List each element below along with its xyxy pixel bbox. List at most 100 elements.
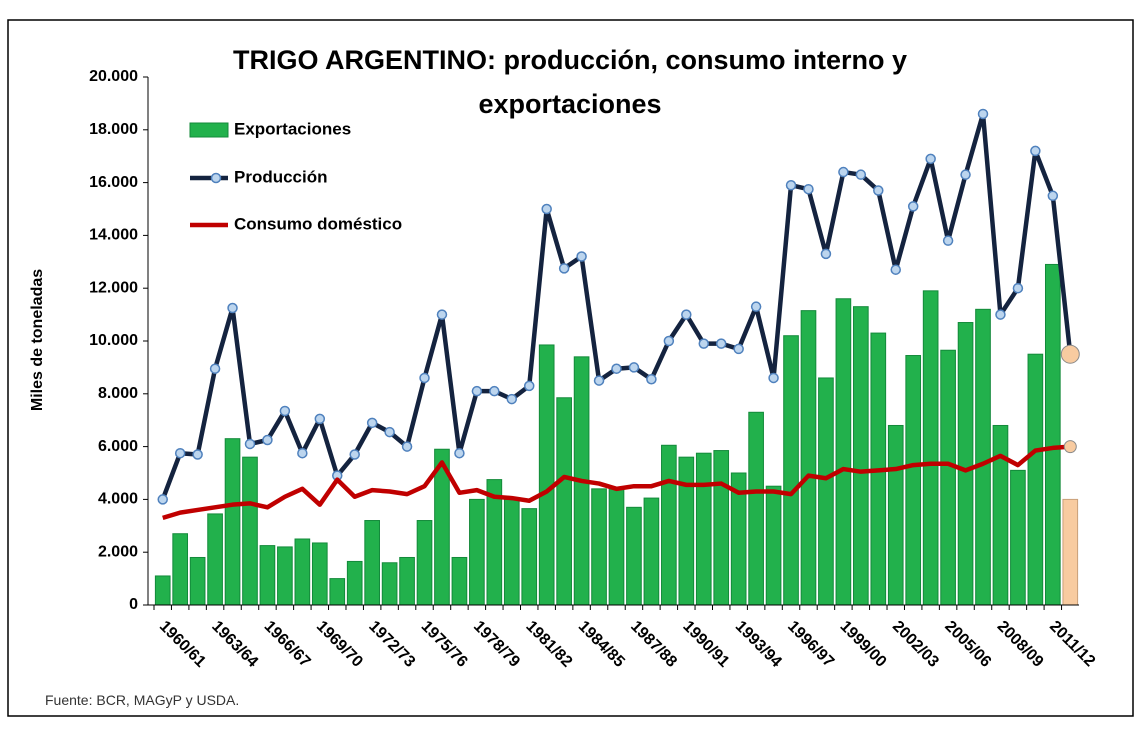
- line-marker: [366, 417, 378, 429]
- line-marker: [209, 363, 221, 374]
- line-marker: [611, 363, 622, 374]
- legend-label: Producción: [234, 167, 328, 186]
- line-marker: [890, 264, 901, 275]
- legend-marker: [210, 172, 222, 184]
- bar: [643, 497, 660, 606]
- bar: [311, 542, 328, 606]
- legend-label: Exportaciones: [234, 119, 351, 138]
- line-marker: [663, 335, 675, 347]
- bar: [259, 545, 276, 606]
- bar: [346, 560, 363, 606]
- bar: [399, 556, 415, 606]
- bar: [835, 298, 852, 606]
- bar: [1010, 469, 1026, 606]
- line-marker: [768, 372, 779, 384]
- line-marker: [279, 405, 291, 417]
- projection-marker: [1060, 344, 1080, 364]
- line-marker: [925, 153, 936, 165]
- bar: [975, 308, 991, 606]
- line-marker: [244, 438, 256, 450]
- y-tick-label: 0: [129, 596, 138, 613]
- bar: [800, 310, 817, 606]
- line-marker: [349, 449, 360, 460]
- line-marker: [820, 248, 832, 260]
- line-marker: [1047, 190, 1059, 202]
- line-marker: [785, 179, 797, 191]
- bar: [503, 498, 520, 606]
- legend-swatch: [189, 122, 229, 138]
- line-marker: [471, 385, 483, 397]
- bar: [294, 538, 311, 606]
- line-marker: [803, 183, 814, 195]
- y-tick-label: 18.000: [89, 121, 138, 138]
- line-marker: [855, 169, 867, 180]
- line-marker: [715, 338, 727, 349]
- line-marker: [192, 449, 203, 460]
- series-line: [162, 444, 1071, 521]
- bar: [154, 575, 171, 606]
- bar: [940, 349, 956, 606]
- line-marker: [593, 375, 605, 386]
- line-marker: [401, 441, 413, 452]
- bar: [364, 520, 380, 606]
- bar: [626, 506, 642, 606]
- line-marker: [314, 413, 326, 425]
- line-marker: [541, 203, 552, 215]
- line-marker: [436, 309, 448, 320]
- source-note: Fuente: BCR, MAGyP y USDA.: [45, 692, 239, 708]
- chart-title: TRIGO ARGENTINO: producción, consumo int…: [232, 45, 907, 119]
- y-tick-label: 20.000: [89, 68, 138, 85]
- line-marker: [157, 494, 168, 505]
- line-marker: [977, 108, 989, 120]
- line-marker: [873, 185, 884, 196]
- bar: [416, 520, 433, 606]
- line-marker: [838, 166, 849, 178]
- projection-marker: [1063, 440, 1077, 454]
- bar: [765, 485, 782, 606]
- bar: [591, 488, 607, 606]
- bar: [853, 306, 869, 606]
- bar: [469, 498, 485, 606]
- bar: [381, 562, 398, 606]
- line-marker: [262, 434, 273, 446]
- bar: [207, 513, 223, 606]
- bar: [521, 508, 538, 606]
- line-marker: [576, 251, 587, 262]
- bar: [748, 411, 764, 606]
- line-marker: [523, 380, 535, 392]
- bar: [172, 533, 189, 606]
- bar: [818, 377, 834, 606]
- bar: [224, 438, 241, 606]
- bar: [713, 450, 730, 606]
- line-marker: [558, 263, 570, 274]
- line-marker: [1030, 145, 1041, 157]
- line-marker: [681, 309, 692, 320]
- bar: [189, 556, 206, 606]
- bar: [538, 344, 555, 606]
- bar: [242, 456, 258, 606]
- y-tick-label: 10.000: [89, 332, 138, 349]
- y-tick-label: 14.000: [89, 227, 138, 244]
- line-marker: [698, 338, 710, 349]
- line-marker: [646, 374, 657, 385]
- bar: [992, 424, 1009, 606]
- line-marker: [384, 426, 395, 438]
- bar: [905, 355, 922, 606]
- bar: [1027, 353, 1044, 606]
- line-marker: [960, 169, 971, 180]
- y-tick-label: 4.000: [98, 491, 138, 508]
- bar: [1044, 263, 1061, 606]
- line-marker: [419, 372, 430, 384]
- bar: [887, 424, 904, 606]
- y-axis-label: Miles de toneladas: [29, 269, 46, 411]
- y-tick-label: 16.000: [89, 174, 138, 191]
- bar: [661, 444, 677, 606]
- line-marker: [995, 309, 1006, 320]
- line-marker: [227, 302, 238, 314]
- y-tick-label: 8.000: [98, 385, 138, 402]
- bar: [451, 556, 468, 606]
- y-tick-label: 6.000: [98, 438, 138, 455]
- bar: [277, 546, 293, 606]
